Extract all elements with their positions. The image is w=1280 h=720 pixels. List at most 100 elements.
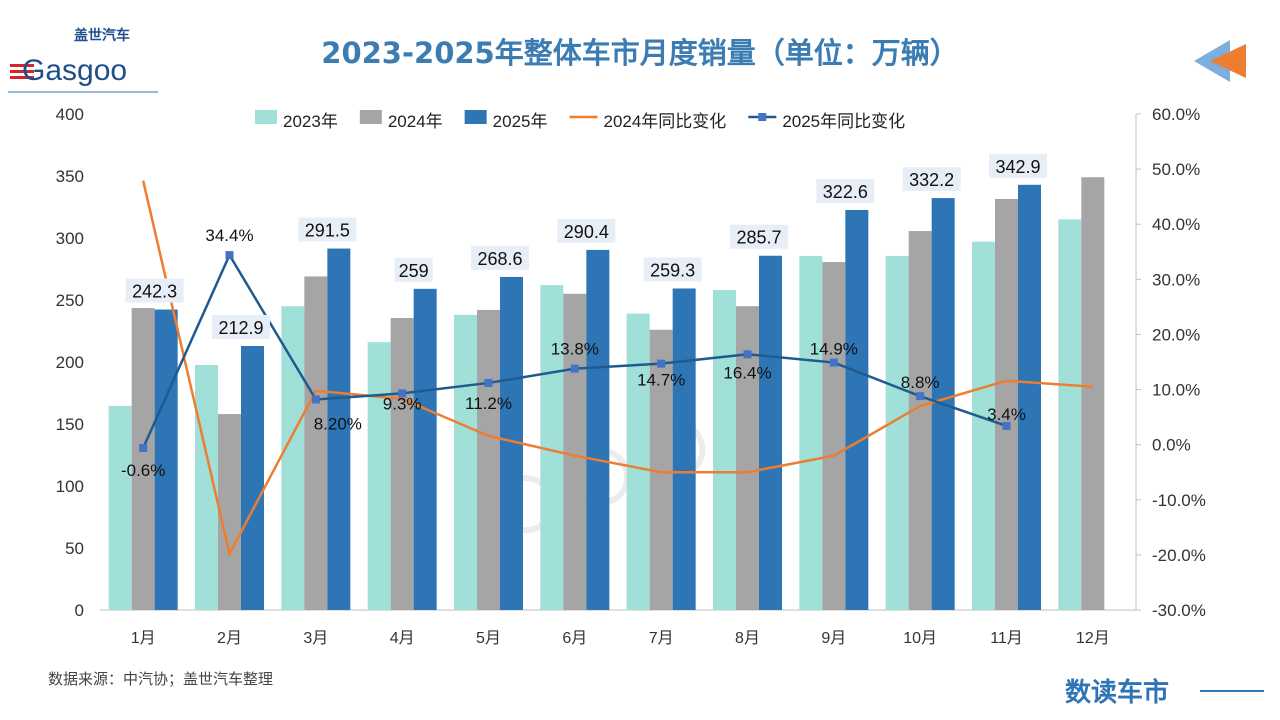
left-y-tick-label: 200 (56, 353, 84, 372)
line-data-label: 14.9% (810, 340, 858, 359)
legend-label: 2023年 (283, 112, 338, 131)
marker-2025年同比变化 (484, 378, 493, 387)
left-y-tick-label: 400 (56, 105, 84, 124)
left-y-tick-label: 50 (65, 539, 84, 558)
bar-2023年-7月 (626, 313, 650, 610)
corner-arrow-icon (1194, 40, 1246, 82)
marker-2025年同比变化 (225, 251, 234, 260)
legend-swatch (464, 110, 487, 124)
line-data-label: 8.8% (901, 373, 940, 392)
x-tick-label: 3月 (303, 630, 328, 647)
bar-2025年-1月 (154, 309, 178, 610)
bar-data-label: 291.5 (305, 221, 350, 241)
legend-swatch (255, 110, 277, 124)
marker-2025年同比变化 (829, 358, 838, 367)
left-y-tick-label: 250 (56, 291, 84, 310)
bar-2024年-5月 (477, 309, 500, 610)
line-data-label: -0.6% (121, 461, 165, 480)
brand-label: 数读车市 (1065, 678, 1170, 708)
bar-2025年-2月 (241, 346, 264, 610)
bar-2024年-3月 (304, 276, 328, 610)
x-tick-label: 10月 (903, 630, 937, 647)
right-y-tick-label: 0.0% (1152, 436, 1191, 455)
x-tick-label: 8月 (735, 630, 760, 647)
bar-2024年-6月 (563, 293, 587, 610)
bar-data-label: 259.3 (650, 260, 695, 280)
bar-2024年-2月 (218, 414, 241, 610)
bar-2025年-5月 (500, 276, 523, 610)
bar-2024年-1月 (131, 308, 155, 610)
data-label-bg (902, 167, 961, 192)
right-y-tick-label: -10.0% (1152, 491, 1206, 510)
right-y-tick-label: 10.0% (1152, 381, 1200, 400)
x-tick-label: 7月 (649, 630, 674, 647)
bar-2023年-4月 (367, 342, 391, 610)
data-label-bg (298, 217, 357, 242)
right-y-tick-label: 60.0% (1152, 105, 1200, 124)
data-label-bg (989, 153, 1047, 178)
x-tick-label: 11月 (990, 630, 1023, 647)
bar-2024年-11月 (995, 198, 1018, 610)
right-y-tick-label: -20.0% (1152, 546, 1206, 565)
right-y-tick-label: -30.0% (1152, 601, 1206, 620)
data-label-bg (557, 218, 616, 243)
bar-2024年-4月 (390, 317, 414, 610)
bar-data-label: 342.9 (995, 157, 1040, 177)
bar-2023年-3月 (281, 306, 305, 610)
bar-2023年-11月 (972, 241, 995, 610)
bar-data-label: 242.3 (132, 282, 177, 302)
line-data-label: 34.4% (205, 226, 253, 245)
bar-2023年-10月 (885, 255, 909, 611)
marker-2025年同比变化 (1002, 421, 1011, 430)
left-y-tick-label: 300 (56, 229, 84, 248)
data-label-bg (730, 224, 788, 249)
bar-2024年-9月 (822, 262, 846, 610)
data-label-bg (643, 257, 702, 282)
gasgoo-logo: 盖世汽车 Gasgoo (8, 27, 158, 93)
left-y-tick-label: 350 (56, 167, 84, 186)
bar-data-label: 212.9 (218, 318, 263, 338)
bar-2025年-9月 (845, 209, 869, 610)
left-y-tick-label: 100 (56, 477, 84, 496)
marker-2025年同比变化 (139, 443, 148, 452)
bar-2023年-6月 (540, 285, 564, 610)
line-data-label: 9.3% (383, 394, 422, 413)
marker-2025年同比变化 (311, 395, 320, 404)
bar-2023年-5月 (454, 314, 477, 610)
left-y-tick-label: 0 (75, 601, 84, 620)
x-tick-label: 4月 (390, 630, 415, 647)
x-tick-label: 9月 (821, 630, 846, 647)
data-label-bg (816, 178, 875, 203)
bar-2023年-9月 (799, 255, 823, 611)
bar-2025年-4月 (413, 288, 437, 610)
line-data-label: 3.4% (987, 405, 1026, 424)
bar-2025年-6月 (586, 249, 610, 611)
bar-data-label: 285.7 (736, 228, 781, 248)
bar-2023年-12月 (1058, 219, 1082, 610)
line-data-label: 8.20% (314, 414, 362, 433)
line-data-label: 16.4% (723, 363, 771, 382)
bar-2025年-11月 (1018, 184, 1041, 610)
marker-2025年同比变化 (657, 359, 666, 368)
marker-2025年同比变化 (916, 392, 925, 401)
data-label-bg (471, 245, 529, 270)
bar-2023年-1月 (108, 406, 132, 610)
legend-label: 2025年 (493, 112, 548, 131)
line-data-label: 13.8% (551, 340, 599, 359)
bar-2025年-7月 (672, 288, 696, 610)
bar-2025年-3月 (327, 248, 351, 611)
bar-2024年-10月 (908, 231, 932, 610)
data-label-bg (125, 278, 184, 303)
data-label-bg (212, 315, 270, 340)
chart-title: 2023-2025年整体车市月度销量（单位：万辆） (321, 36, 959, 70)
bar-data-label: 332.2 (909, 170, 954, 190)
brand-divider (1200, 690, 1264, 692)
marker-2025年同比变化 (570, 364, 579, 373)
marker-2025年同比变化 (398, 389, 407, 398)
legend-label: 2024年 (388, 112, 443, 131)
logo-cn: 盖世汽车 (74, 27, 130, 43)
data-source: 数据来源：中汽协；盖世汽车整理 (48, 670, 274, 688)
x-tick-label: 6月 (562, 630, 587, 647)
right-y-tick-label: 50.0% (1152, 160, 1200, 179)
